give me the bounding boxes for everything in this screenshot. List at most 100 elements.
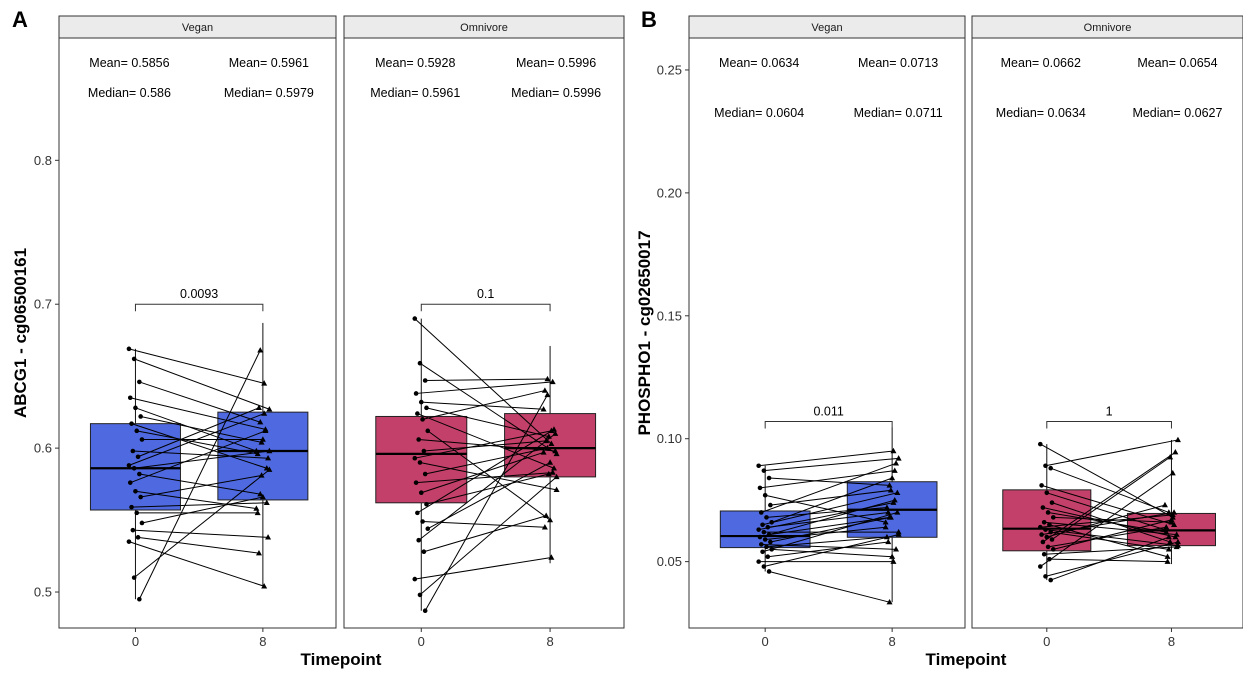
pair-line — [766, 507, 887, 518]
point-week8 — [549, 378, 556, 385]
x-tick-label: 8 — [259, 634, 266, 649]
median-label: Median= 0.5979 — [224, 86, 314, 100]
pvalue-bracket — [134, 303, 264, 312]
pair-line — [424, 394, 548, 611]
box — [375, 415, 468, 504]
pair-line — [130, 430, 266, 484]
pair-line — [1050, 536, 1170, 581]
point-week8 — [261, 380, 268, 386]
pvalue-label: 0.1 — [477, 287, 494, 301]
pair-line — [414, 318, 552, 445]
point-week8 — [541, 387, 548, 393]
pair-line — [1045, 439, 1179, 467]
median-label: Median= 0.0627 — [1132, 106, 1222, 120]
panel-letter: B — [641, 7, 657, 32]
median-label: Median= 0.586 — [88, 86, 171, 100]
point-week0 — [768, 539, 773, 545]
pair-line — [759, 470, 895, 489]
pair-line — [1046, 492, 1166, 531]
point-week8 — [263, 499, 270, 506]
panel-b: B PHOSPHO1 - cg02650017 0.05 0.10 0.15 0.20 0.… — [635, 7, 1243, 669]
point-week0 — [137, 471, 142, 477]
point-week0 — [415, 510, 420, 516]
point-week8 — [891, 496, 898, 503]
point-week8 — [266, 406, 273, 412]
point-week8 — [1169, 469, 1176, 476]
point-week0 — [135, 454, 141, 460]
point-week0 — [418, 399, 424, 405]
point-week8 — [255, 404, 262, 411]
point-week0 — [764, 515, 769, 520]
pvalue-label: 0.0093 — [180, 287, 218, 301]
y-axis-title: PHOSPHO1 - cg02650017 — [635, 230, 654, 435]
y-axis-title: ABCG1 - cg06500161 — [11, 248, 30, 418]
pair-line — [419, 462, 557, 491]
pair-line — [136, 430, 258, 455]
point-week8 — [1173, 543, 1180, 550]
point-week0 — [422, 471, 428, 477]
point-week0 — [1040, 505, 1046, 510]
point-week8 — [540, 406, 547, 412]
point-week0 — [1049, 537, 1055, 542]
point-week0 — [1043, 463, 1048, 469]
point-week8 — [887, 514, 894, 520]
y-tick-label: 0.7 — [34, 297, 52, 312]
pair-line — [763, 457, 899, 472]
point-week0 — [415, 411, 420, 416]
point-week8 — [553, 450, 560, 457]
point-week0 — [1037, 564, 1043, 569]
y-tick-label: 0.15 — [657, 308, 682, 323]
point-week0 — [756, 463, 761, 469]
pair-line — [425, 447, 548, 475]
point-week8 — [259, 493, 266, 500]
point-week8 — [261, 410, 268, 416]
point-week8 — [548, 440, 555, 447]
point-week8 — [895, 455, 902, 461]
pair-line — [423, 440, 547, 452]
point-week0 — [135, 535, 141, 540]
pair-line — [414, 430, 552, 459]
pair-line — [128, 541, 265, 587]
pair-line — [1041, 484, 1175, 526]
pair-line — [417, 428, 555, 514]
point-week8 — [553, 486, 560, 493]
pair-line — [140, 415, 262, 443]
point-week0 — [420, 417, 425, 422]
x-tick-label: 8 — [546, 634, 553, 649]
point-week0 — [1039, 483, 1044, 488]
pair-line — [131, 423, 267, 469]
panel-border — [58, 37, 337, 629]
x-axis-title: Timepoint — [926, 650, 1007, 669]
point-week0 — [127, 395, 133, 401]
point-week0 — [418, 490, 424, 496]
pair-line — [419, 476, 557, 596]
point-week8 — [1174, 538, 1181, 545]
point-week8 — [1174, 436, 1181, 443]
pair-line — [140, 474, 262, 498]
point-week8 — [258, 472, 265, 478]
point-week8 — [883, 504, 890, 510]
point-week8 — [547, 459, 554, 465]
point-week8 — [895, 531, 902, 537]
point-week8 — [889, 474, 896, 481]
pair-line — [133, 469, 270, 579]
point-week8 — [886, 482, 893, 488]
pair-line — [769, 477, 890, 486]
point-week0 — [1044, 490, 1050, 496]
mean-label: Mean= 0.0713 — [858, 56, 938, 70]
point-week8 — [255, 549, 262, 556]
point-week0 — [761, 564, 767, 569]
point-week8 — [266, 466, 273, 472]
median-label: Median= 0.0711 — [854, 106, 943, 120]
facet-label: Omnivore — [1084, 22, 1132, 34]
point-week0 — [1041, 519, 1047, 525]
pair-line — [763, 534, 899, 568]
point-week8 — [890, 447, 897, 454]
pair-line — [418, 438, 556, 452]
pair-line — [418, 433, 556, 541]
point-week0 — [1050, 547, 1056, 552]
pair-line — [1053, 519, 1172, 550]
panel-a: A ABCG1 - cg06500161 0.5 0.6 0.7 0.8 Timepoint… — [11, 7, 625, 669]
pair-line — [1045, 529, 1179, 547]
